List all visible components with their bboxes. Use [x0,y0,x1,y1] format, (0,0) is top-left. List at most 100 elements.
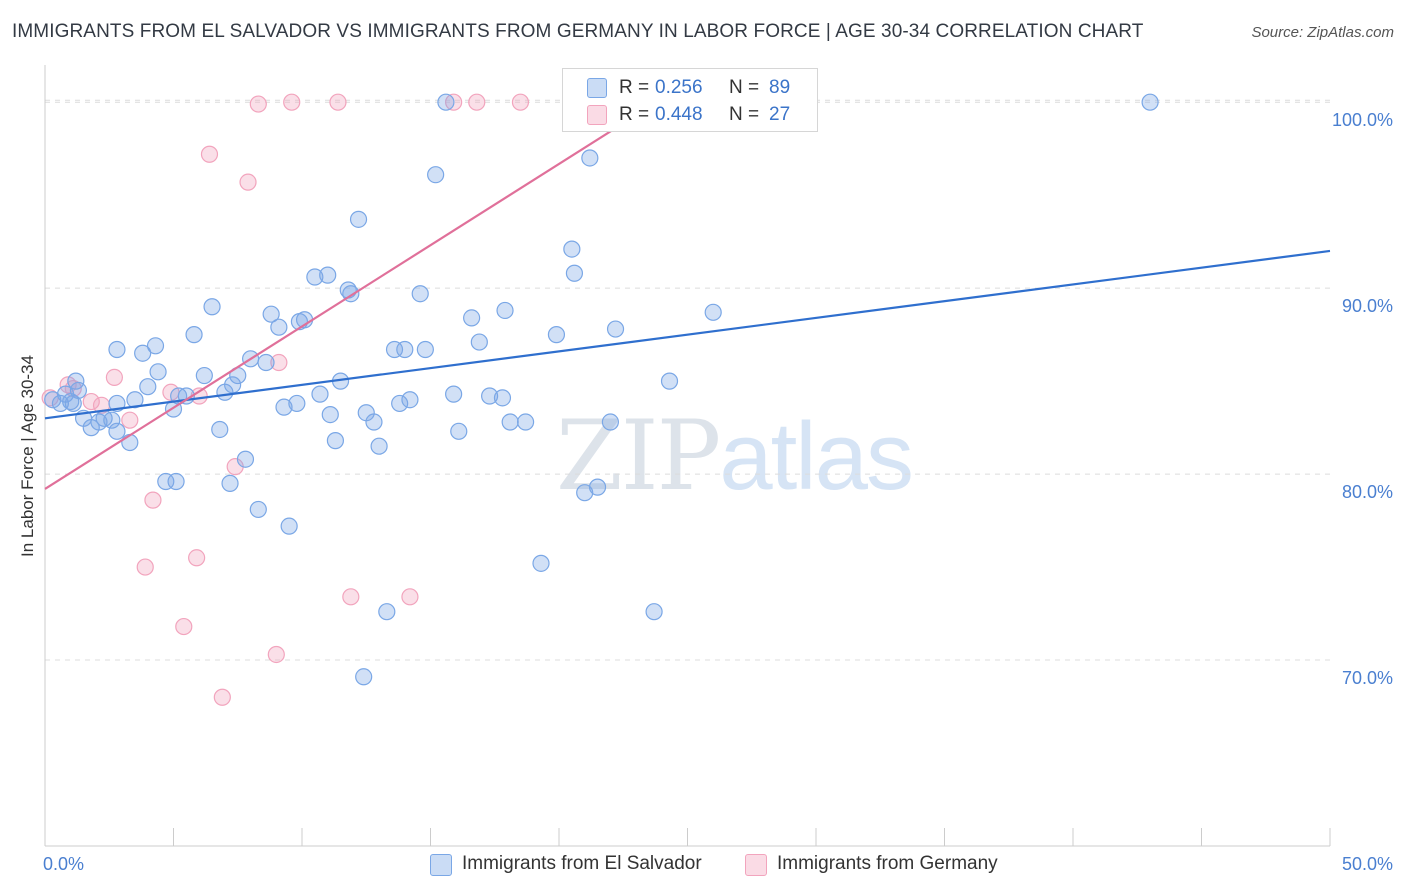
el-salvador-point [108,422,126,440]
r-label: R = [619,104,650,125]
el-salvador-point [606,320,625,338]
legend-label: Immigrants from El Salvador [462,853,702,874]
el-salvador-trend-line [44,249,1331,420]
germany-point [329,93,347,111]
el-salvador-point [565,264,584,282]
el-salvador-point [121,433,139,452]
r-label: R = [619,77,650,98]
el-salvador-point [411,285,429,303]
el-salvador-point [167,472,185,491]
el-salvador-point [463,309,481,327]
el-salvador-point [450,422,468,440]
el-salvador-point [321,405,339,424]
el-salvador-point [378,603,396,621]
el-salvador-point [437,93,455,111]
germany-point [82,392,100,411]
el-salvador-point [319,266,337,284]
el-salvador-point [501,413,519,431]
germany-point [342,588,360,606]
germany-point [200,145,219,163]
el-salvador-point [493,389,512,407]
legend-label: Immigrants from Germany [777,853,998,874]
el-salvador-point [601,413,620,431]
germany-point [136,558,154,576]
el-salvador-point [195,366,213,385]
r-value: 0.448 [655,104,703,125]
tick-labels: 100.0% 90.0% 80.0% 70.0% 0.0% 50.0% [43,110,1393,874]
el-salvador-point [257,353,275,372]
el-salvador-point [588,478,607,496]
el-salvador-point [445,385,463,403]
el-salvador-point [349,210,368,228]
el-salvador-point [221,474,239,492]
r-value: 0.256 [655,77,703,98]
el-salvador-point [249,500,267,519]
el-salvador-point [370,437,388,455]
germany-point [249,95,267,113]
el-salvador-point [326,432,345,450]
el-salvador-point [149,363,167,381]
el-salvador-point [660,372,679,390]
el-salvador-point [139,378,157,396]
n-value: 27 [769,104,791,125]
el-salvador-point [1141,93,1159,111]
germany-point [270,353,288,372]
el-salvador-point [355,668,373,686]
n-label: N = [729,104,760,125]
germany-swatch [587,105,607,125]
germany-trend-line [44,101,658,490]
germany-legend-swatch [745,854,767,876]
n-value: 89 [769,77,791,98]
el-salvador-point [311,385,329,403]
germany-point [401,588,419,606]
el-salvador-point [396,340,414,359]
el-salvador-point [563,240,581,258]
germany-point [188,549,206,567]
el-salvador-point [262,305,280,323]
series-el-salvador-points [44,93,1159,686]
el-salvador-point [211,420,229,439]
y-tick-label: 100.0% [1332,110,1393,130]
el-salvador-point [704,303,722,321]
el-salvador-point [203,298,221,316]
germany-point [105,368,123,386]
el-salvador-point [185,326,203,344]
germany-point [239,173,257,191]
chart-title: IMMIGRANTS FROM EL SALVADOR VS IMMIGRANT… [12,21,1144,42]
trend-lines [44,101,1331,490]
y-tick-label: 80.0% [1342,482,1393,502]
axes [44,65,1331,847]
stats-box: R = 0.256 N = 89 R = 0.448 N = 27 [562,68,818,132]
el-salvador-point [306,268,324,286]
el-salvador-point [645,603,663,621]
el-salvador-point [275,398,293,416]
el-salvador-point [69,381,88,400]
y-axis-label: In Labor Force | Age 30-34 [18,355,37,557]
el-salvador-point [416,340,434,359]
source-credit: Source: ZipAtlas.com [1251,24,1394,41]
el-salvador-point [532,554,550,572]
germany-point [121,411,139,429]
el-salvador-point [496,301,514,320]
germany-point [267,645,285,664]
germany-point [144,491,162,509]
el-salvador-point [481,387,499,405]
germany-point [175,617,193,636]
el-salvador-point [581,149,599,167]
watermark: ZIPatlas [556,400,914,512]
el-salvador-point [391,394,409,413]
el-salvador-point [103,411,121,429]
el-salvador-point [270,318,288,336]
y-tick-label: 70.0% [1342,668,1393,688]
el-salvador-point [280,517,298,535]
y-tick-label: 90.0% [1342,296,1393,316]
germany-point [283,93,301,111]
el-salvador-point [365,413,383,431]
el-salvador-point [516,413,535,431]
watermark-zip: ZIP [556,400,721,512]
n-label: N = [729,77,760,98]
el-salvador-point [288,394,306,413]
x-tick-label: 0.0% [43,854,84,874]
el-salvador-point [427,166,445,184]
